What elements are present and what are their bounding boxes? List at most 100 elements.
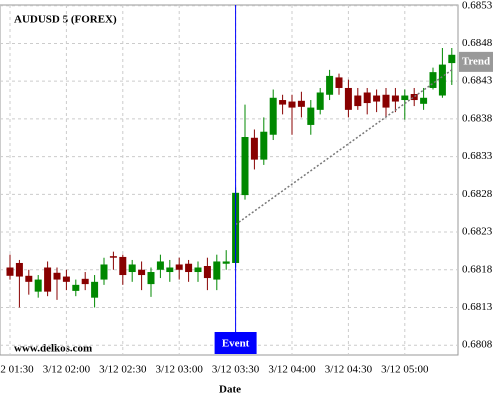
candle: [175, 257, 183, 280]
candle: [241, 104, 249, 200]
candle: [373, 89, 381, 113]
candle-body: [138, 269, 146, 276]
candle: [354, 87, 362, 110]
y-tick-label: 0.6853: [462, 0, 493, 11]
y-tick-label: 0.6823: [462, 226, 493, 238]
y-tick-label: 0.6813: [462, 301, 493, 313]
x-tick-label: 3/12 01:30: [0, 364, 34, 376]
candle-body: [297, 100, 305, 107]
candle: [166, 259, 174, 282]
candle-body: [344, 87, 352, 110]
candle: [6, 254, 14, 280]
candle-body: [72, 284, 80, 291]
candle: [185, 259, 193, 282]
candle: [344, 79, 352, 118]
candle: [250, 129, 258, 170]
candle-body: [222, 261, 230, 264]
y-tick-label: 0.6828: [462, 188, 493, 200]
candle-body: [241, 137, 249, 196]
candle: [269, 89, 277, 141]
candle: [222, 250, 230, 270]
candle: [138, 261, 146, 291]
candle: [15, 259, 23, 308]
candle: [420, 87, 428, 110]
candle: [44, 261, 52, 297]
candle: [147, 267, 155, 297]
plot-area: [0, 4, 459, 356]
candle: [335, 73, 343, 95]
y-tick-label: 0.6808: [462, 339, 493, 351]
event-label: Event: [222, 338, 250, 350]
candle-body: [307, 107, 315, 125]
candle-body: [128, 264, 136, 273]
candle-body: [25, 275, 33, 282]
x-tick-label: 3/12 03:30: [212, 364, 260, 376]
candle: [438, 47, 446, 98]
candle: [53, 267, 61, 300]
candle: [363, 87, 371, 115]
watermark: www.delkos.com: [14, 343, 92, 355]
trend-label-box: [459, 51, 493, 72]
y-tick-label: 0.6818: [462, 263, 493, 275]
candle-body: [269, 97, 277, 135]
y-tick-label: 0.6838: [462, 112, 493, 124]
candle-body: [34, 279, 42, 292]
candle-body: [316, 92, 324, 110]
candle: [429, 67, 437, 90]
trend-label: Trend: [462, 55, 490, 67]
candle-body: [194, 267, 202, 273]
candle: [109, 251, 117, 270]
candle-body: [279, 100, 287, 105]
candle: [128, 259, 136, 282]
candle: [194, 261, 202, 282]
candle-body: [185, 263, 193, 273]
candle: [72, 279, 80, 297]
candle: [34, 275, 42, 298]
candle: [62, 269, 70, 291]
candle: [297, 91, 305, 118]
candle-body: [410, 94, 418, 101]
x-tick-label: 3/12 04:30: [325, 364, 373, 376]
candle-body: [335, 77, 343, 88]
candle-body: [147, 272, 155, 285]
candle-body: [391, 95, 399, 102]
y-tick-label: 0.6833: [462, 150, 493, 162]
candle-body: [363, 92, 371, 104]
candle-body: [438, 64, 446, 96]
candle-body: [81, 278, 89, 285]
x-tick-label: 3/12 04:00: [268, 364, 316, 376]
candle-body: [156, 261, 164, 270]
candle-body: [260, 131, 268, 160]
candle: [156, 254, 164, 279]
candle-body: [326, 75, 334, 95]
candle: [401, 89, 409, 120]
candle-body: [354, 95, 362, 107]
candle-body: [382, 94, 390, 108]
candle-body: [429, 72, 437, 88]
candle: [119, 254, 127, 285]
y-tick-label: 0.6848: [462, 37, 493, 49]
y-tick-label: 0.6843: [462, 75, 493, 87]
candle-body: [53, 272, 61, 280]
candle: [448, 47, 456, 85]
candle: [288, 94, 296, 135]
candle: [316, 87, 324, 115]
candle: [81, 272, 89, 291]
candle: [382, 87, 390, 118]
trend-line: [235, 69, 453, 226]
candle-body: [250, 137, 258, 160]
candle-body: [203, 265, 211, 279]
candle: [326, 69, 334, 101]
candle-body: [91, 281, 99, 298]
candle-body: [401, 95, 409, 101]
candle: [91, 275, 99, 308]
candle: [203, 257, 211, 291]
candle-body: [100, 264, 108, 280]
candle-body: [175, 264, 183, 270]
candle: [410, 87, 418, 107]
candle: [100, 257, 108, 285]
x-tick-label: 3/12 03:00: [156, 364, 204, 376]
x-tick-label: 3/12 02:30: [99, 364, 147, 376]
x-tick-label: 3/12 02:00: [43, 364, 91, 376]
